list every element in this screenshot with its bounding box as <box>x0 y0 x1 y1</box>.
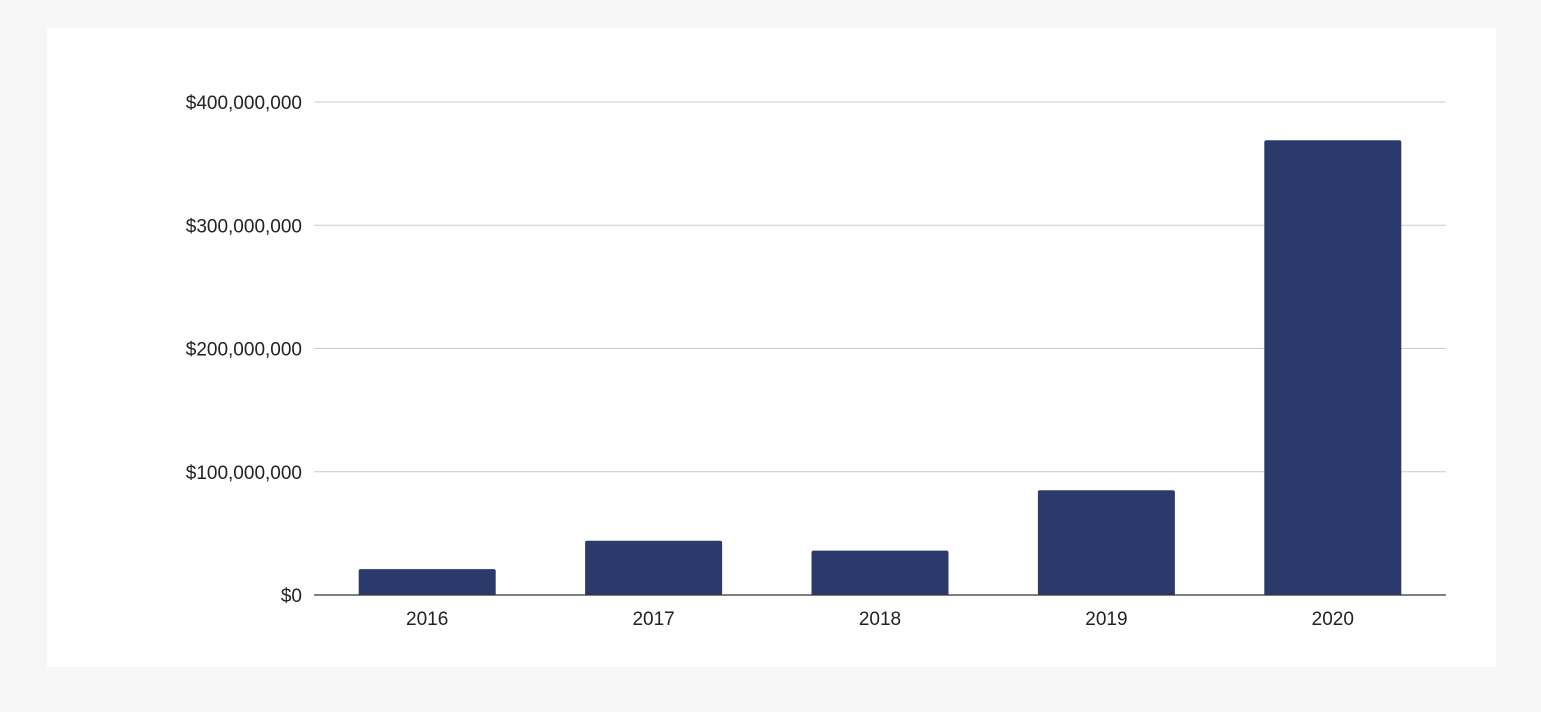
bar-2017 <box>585 540 723 595</box>
bar-2018 <box>811 550 949 595</box>
bars <box>358 140 1402 595</box>
x-tick-label: 2020 <box>1312 609 1354 630</box>
y-tick-label: $0 <box>281 586 302 607</box>
x-tick-label: 2018 <box>859 609 901 630</box>
bar-2016 <box>358 569 496 595</box>
y-tick-label: $200,000,000 <box>186 340 302 361</box>
y-tick-label: $400,000,000 <box>186 93 302 114</box>
gridlines <box>314 101 1446 473</box>
chart-card <box>47 28 1496 667</box>
y-tick-label: $300,000,000 <box>186 216 302 237</box>
x-tick-label: 2019 <box>1085 609 1127 630</box>
bar-2020 <box>1264 140 1402 595</box>
bar-2019 <box>1037 490 1175 595</box>
y-axis-tick-labels: $0 $100,000,000 $200,000,000 $300,000,000 $4… <box>186 93 302 607</box>
x-axis-tick-labels: 2016 2017 2018 2019 2020 <box>406 609 1354 630</box>
x-tick-label: 2016 <box>406 609 448 630</box>
y-tick-label: $100,000,000 <box>186 463 302 484</box>
x-tick-label: 2017 <box>632 609 674 630</box>
